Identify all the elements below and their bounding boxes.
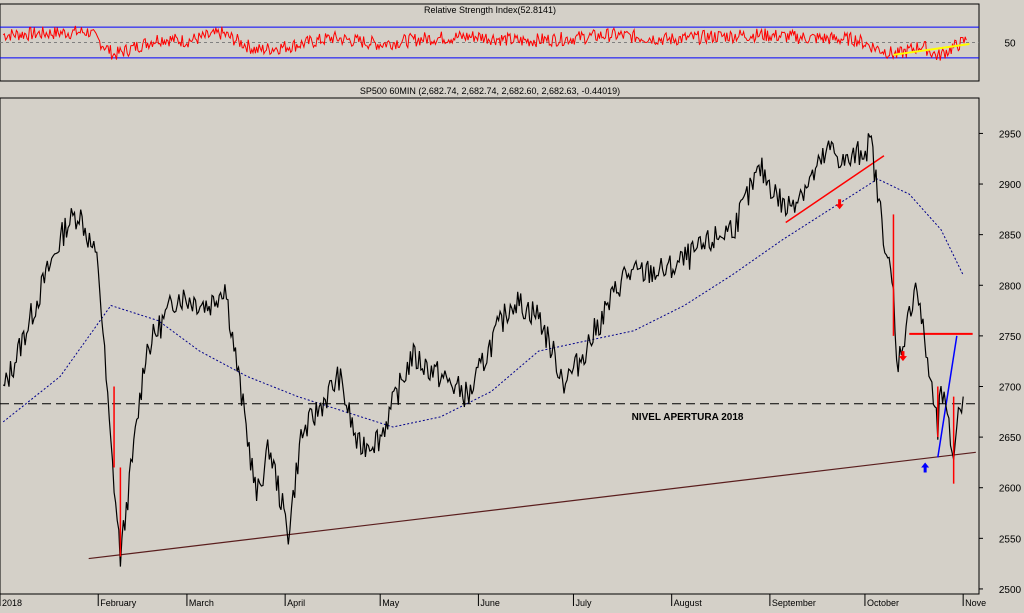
x-tick-label-8: September	[772, 598, 816, 608]
x-tick-label-2: March	[189, 598, 214, 608]
price-y-tick-label-5: 2750	[999, 332, 1022, 343]
x-tick-label-5: June	[480, 598, 500, 608]
rsi-y-tick-label-0: 50	[1004, 39, 1016, 50]
annotation-0: NIVEL APERTURA 2018	[632, 412, 744, 423]
rsi-line	[2, 25, 967, 61]
x-axis: 2018 February March April May June July August S…	[0, 593, 986, 608]
x-tick-label-4: May	[382, 598, 400, 608]
x-tick-label-7: August	[674, 598, 703, 608]
x-tick-label-3: April	[287, 598, 305, 608]
price-panel: NIVEL APERTURA 2018 2500 2550 2600 2650 2700…	[0, 86, 1022, 596]
price-y-tick-label-6: 2800	[999, 281, 1022, 292]
support-trendline-0	[88, 451, 976, 560]
price-y-tick-label-3: 2650	[999, 433, 1022, 444]
price-line	[2, 133, 964, 567]
uptrend-trendline-2	[937, 335, 958, 458]
x-tick-label-9: October	[867, 598, 899, 608]
moving-average-line	[2, 178, 964, 428]
x-tick-label-6: July	[575, 598, 592, 608]
x-tick-label-10: Nove	[965, 598, 986, 608]
x-tick-label-0: 2018	[2, 598, 22, 608]
price-y-tick-label-9: 2950	[999, 129, 1022, 140]
price-plot-area	[0, 97, 980, 595]
price-title: SP500 60MIN (2,682.74, 2,682.74, 2,682.6…	[360, 86, 620, 96]
resistance-trendline-1	[785, 155, 885, 224]
rsi-trendline	[893, 43, 970, 56]
price-y-tick-label-8: 2900	[999, 180, 1022, 191]
rsi-title: Relative Strength Index(52.8141)	[424, 5, 556, 15]
x-tick-label-1: February	[100, 598, 137, 608]
arrow-up-2	[921, 462, 930, 473]
arrow-down-1	[898, 351, 907, 362]
rsi-panel: 50 Relative Strength Index(52.8141)	[0, 3, 1016, 82]
price-y-tick-label-2: 2600	[999, 484, 1022, 495]
price-y-tick-label-0: 2500	[999, 585, 1022, 596]
price-y-tick-label-4: 2700	[999, 382, 1022, 393]
price-y-tick-label-7: 2850	[999, 231, 1022, 242]
arrow-down-0	[835, 199, 844, 210]
price-y-tick-label-1: 2550	[999, 534, 1022, 545]
